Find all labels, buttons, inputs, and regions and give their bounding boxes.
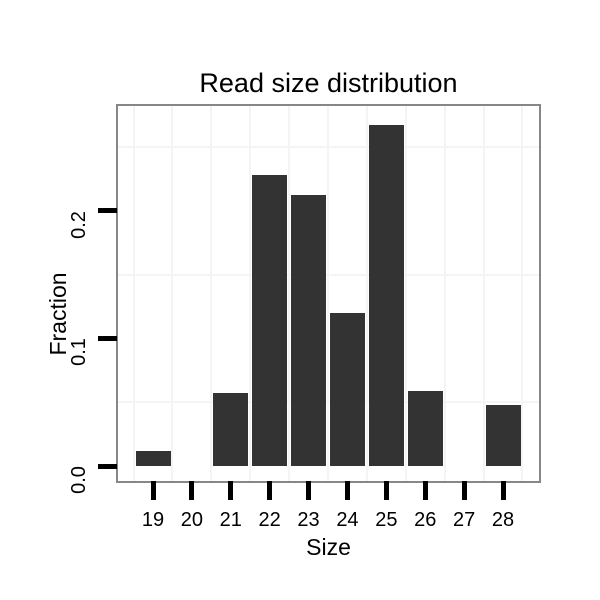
bar-26: [407, 390, 443, 466]
v-gridline: [249, 106, 252, 481]
bar-28: [485, 404, 521, 466]
v-gridline: [327, 106, 329, 481]
bar-25: [368, 125, 404, 466]
x-tick: [267, 481, 273, 500]
v-gridline: [482, 106, 485, 481]
x-tick-label: 21: [219, 509, 242, 531]
y-tick-label: 0.2: [68, 210, 90, 239]
chart-title: Read size distribution: [199, 68, 458, 98]
x-tick-label: 19: [141, 509, 165, 531]
v-gridline: [171, 106, 174, 481]
x-tick-label: 27: [452, 509, 476, 531]
v-gridline: [521, 106, 524, 481]
x-tick: [306, 481, 312, 500]
x-axis-title: Size: [306, 534, 351, 560]
x-tick-label: 23: [297, 509, 320, 531]
bar-21: [213, 393, 249, 466]
v-gridline: [404, 106, 407, 481]
h-gridline: [118, 401, 539, 404]
x-tick: [150, 481, 156, 500]
bar-23: [291, 195, 327, 466]
y-tick: [98, 335, 117, 341]
y-tick: [98, 208, 117, 214]
v-gridline: [365, 106, 368, 481]
x-tick-label: 25: [375, 509, 398, 531]
h-gridline: [118, 146, 539, 148]
x-tick: [383, 481, 389, 500]
x-tick-label: 24: [336, 509, 359, 531]
x-tick: [344, 481, 350, 500]
x-tick: [461, 481, 467, 500]
x-tick-label: 28: [491, 509, 515, 531]
bar-24: [329, 312, 365, 466]
v-gridline: [132, 106, 135, 481]
y-tick-label: 0.1: [68, 338, 90, 367]
x-tick-label: 22: [258, 509, 281, 531]
v-gridline: [210, 106, 213, 481]
x-tick: [189, 481, 195, 500]
plot-panel: [116, 104, 541, 483]
y-tick: [98, 463, 117, 469]
x-tick-label: 26: [414, 509, 437, 531]
v-gridline: [443, 106, 446, 481]
v-gridline: [288, 106, 291, 481]
x-tick-label: 20: [180, 509, 203, 531]
y-axis-title: Fraction: [45, 272, 71, 356]
x-tick: [228, 481, 234, 500]
bar-22: [252, 175, 288, 466]
bar-19: [135, 450, 171, 466]
y-tick-label: 0.0: [68, 466, 90, 494]
x-tick: [500, 481, 506, 500]
x-tick: [422, 481, 428, 500]
h-gridline: [118, 273, 539, 276]
